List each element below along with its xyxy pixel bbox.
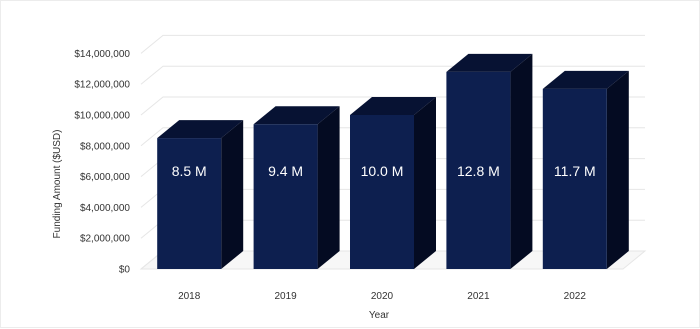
bars: 8.5 M 9.4 M 10.0 M 12.8 M 11.7 M: [157, 53, 629, 270]
x-tick-label: 2022: [564, 291, 587, 302]
y-tick-label: $0: [119, 265, 131, 276]
bar-top: [446, 53, 533, 72]
y-tick-label: $14,000,000: [74, 49, 130, 60]
bar-front: [253, 124, 318, 270]
bar-2019: 9.4 M: [253, 106, 340, 270]
bar-side: [510, 53, 533, 269]
x-axis-ticks: 2018 2019 2020 2021 2022: [178, 291, 586, 302]
y-tick-label: $10,000,000: [74, 111, 130, 122]
bar-side: [414, 97, 436, 269]
bar-front: [542, 88, 607, 269]
bar-data-label: 11.7 M: [554, 163, 596, 179]
y-axis-title: Funding Amount ($USD): [52, 130, 63, 239]
bar-front: [350, 115, 414, 269]
y-tick-label: $12,000,000: [74, 80, 130, 91]
bar-data-label: 9.4 M: [268, 163, 303, 179]
x-tick-label: 2021: [467, 291, 490, 302]
bar-data-label: 10.0 M: [361, 163, 404, 179]
bar-side: [221, 120, 244, 269]
bar-top: [157, 120, 244, 139]
bar-side: [606, 70, 629, 269]
bar-front: [157, 138, 222, 269]
bar-top: [542, 70, 629, 89]
y-tick-label: $8,000,000: [80, 141, 130, 152]
x-tick-label: 2019: [274, 291, 297, 302]
bar-top: [350, 97, 436, 115]
bar-2020: 10.0 M: [350, 97, 436, 269]
bar-front: [446, 71, 511, 269]
y-tick-label: $2,000,000: [80, 234, 130, 245]
x-tick-label: 2018: [178, 291, 201, 302]
bar-2021: 12.8 M: [446, 53, 533, 269]
x-tick-label: 2020: [371, 291, 394, 302]
bar-data-label: 8.5 M: [172, 163, 207, 179]
bar-2018: 8.5 M: [157, 120, 244, 269]
y-tick-label: $6,000,000: [80, 172, 130, 183]
x-axis-title: Year: [369, 310, 390, 321]
bar-data-label: 12.8 M: [457, 163, 500, 179]
y-tick-label: $4,000,000: [80, 203, 130, 214]
gridline: [140, 34, 645, 54]
bar-2022: 11.7 M: [542, 70, 629, 269]
bar-top: [253, 106, 340, 125]
bar-side: [317, 106, 340, 270]
y-axis-ticks: $0 $2,000,000 $4,000,000 $6,000,000 $8,000,0…: [74, 49, 130, 276]
